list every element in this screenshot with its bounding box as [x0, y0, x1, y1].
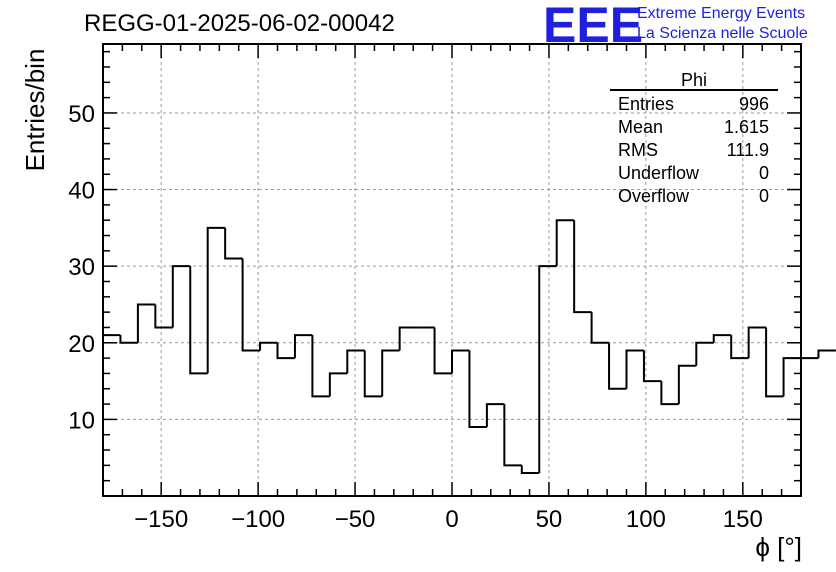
histogram-bin-32	[660, 381, 679, 406]
histogram-bin-6	[206, 226, 226, 374]
stats-title: Phi	[681, 70, 707, 90]
histogram-bin-26	[555, 219, 575, 267]
y-tick-label-2: 30	[68, 254, 95, 281]
histogram-bin-38	[765, 327, 784, 398]
histogram-bin-15	[363, 350, 383, 398]
tick-labels: −150 −100 −50 0 50 100 150 10 20 30 40 50	[68, 101, 763, 533]
stats-label-rms: RMS	[618, 140, 658, 160]
histogram-bin-35	[712, 334, 732, 343]
axis-ticks	[102, 44, 802, 496]
stats-value-underflow: 0	[759, 163, 769, 183]
stats-value-overflow: 0	[759, 186, 769, 206]
x-axis-label: ϕ [°]	[755, 532, 802, 562]
y-tick-label-0: 10	[68, 407, 95, 434]
x-tick-label-0: −150	[134, 506, 188, 533]
histogram-bin-21	[468, 350, 487, 429]
histogram-bin-25	[538, 265, 557, 474]
x-tick-label-6: 150	[723, 506, 763, 533]
chart-title: REGG-01-2025-06-02-00042	[84, 10, 395, 37]
y-tick-label-1: 20	[68, 331, 95, 358]
histogram-bin-34	[695, 341, 714, 366]
logo-caption: Extreme Energy Events La Scienza nelle S…	[637, 4, 808, 44]
logo-line-1: Extreme Energy Events	[637, 5, 806, 22]
logo-line-2: La Scienza nelle Scuole	[637, 25, 808, 42]
histogram-bin-20	[451, 349, 470, 374]
stats-box: Phi Entries 996 Mean 1.615 RMS 111.9 Underflow…	[610, 70, 778, 206]
histogram-bin-37	[747, 326, 767, 359]
x-tick-label-1: −100	[231, 506, 285, 533]
histogram-bin-10	[276, 342, 295, 360]
histogram-bin-31	[642, 350, 662, 383]
eee-logo: EEE	[543, 0, 644, 53]
stats-label-underflow: Underflow	[618, 163, 700, 183]
histogram-bin-0	[102, 334, 121, 496]
histogram-bin-7	[224, 227, 243, 260]
grid-lines	[103, 44, 801, 496]
y-tick-label-4: 50	[68, 101, 95, 128]
x-tick-label-2: −50	[335, 506, 376, 533]
histogram-bin-3	[154, 304, 173, 329]
y-tick-label-3: 40	[68, 178, 95, 205]
histogram-bin-41	[817, 349, 836, 359]
histogram-bin-39	[782, 357, 801, 397]
histogram-bin-30	[625, 349, 644, 389]
histogram-bin-23	[503, 404, 522, 467]
histogram-bin-28	[590, 312, 610, 344]
histogram-bin-29	[608, 342, 627, 390]
histogram-bin-27	[573, 220, 592, 314]
histogram-bin-2	[136, 303, 156, 343]
histogram-bin-8	[241, 258, 261, 352]
x-tick-label-4: 50	[536, 506, 563, 533]
stats-value-rms: 111.9	[727, 140, 769, 160]
histogram-bin-19	[433, 327, 452, 375]
histogram-bin-1	[119, 335, 138, 344]
histogram-bin-22	[485, 403, 505, 428]
x-tick-label-5: 100	[626, 506, 666, 533]
stats-label-entries: Entries	[618, 94, 674, 114]
stats-label-mean: Mean	[618, 117, 663, 137]
stats-value-mean: 1.615	[724, 117, 769, 137]
histogram-bin-5	[189, 266, 208, 375]
histogram-bin-4	[171, 265, 191, 328]
histogram-bin-17	[398, 326, 418, 351]
stats-label-overflow: Overflow	[618, 186, 690, 206]
y-axis-label: Entries/bin	[20, 48, 50, 172]
histogram-bin-11	[293, 334, 313, 359]
histogram-bin-14	[346, 349, 365, 374]
x-tick-label-3: 0	[445, 506, 458, 533]
histogram-bin-24	[520, 465, 540, 475]
histogram-bin-36	[730, 335, 749, 360]
histogram-bin-13	[328, 372, 348, 397]
histogram-bin-12	[311, 335, 330, 398]
histogram-bin-16	[381, 349, 400, 397]
histogram-series	[102, 219, 836, 496]
histogram-bin-33	[677, 364, 697, 405]
histogram-bin-9	[259, 341, 278, 351]
stats-value-entries: 996	[739, 94, 769, 114]
